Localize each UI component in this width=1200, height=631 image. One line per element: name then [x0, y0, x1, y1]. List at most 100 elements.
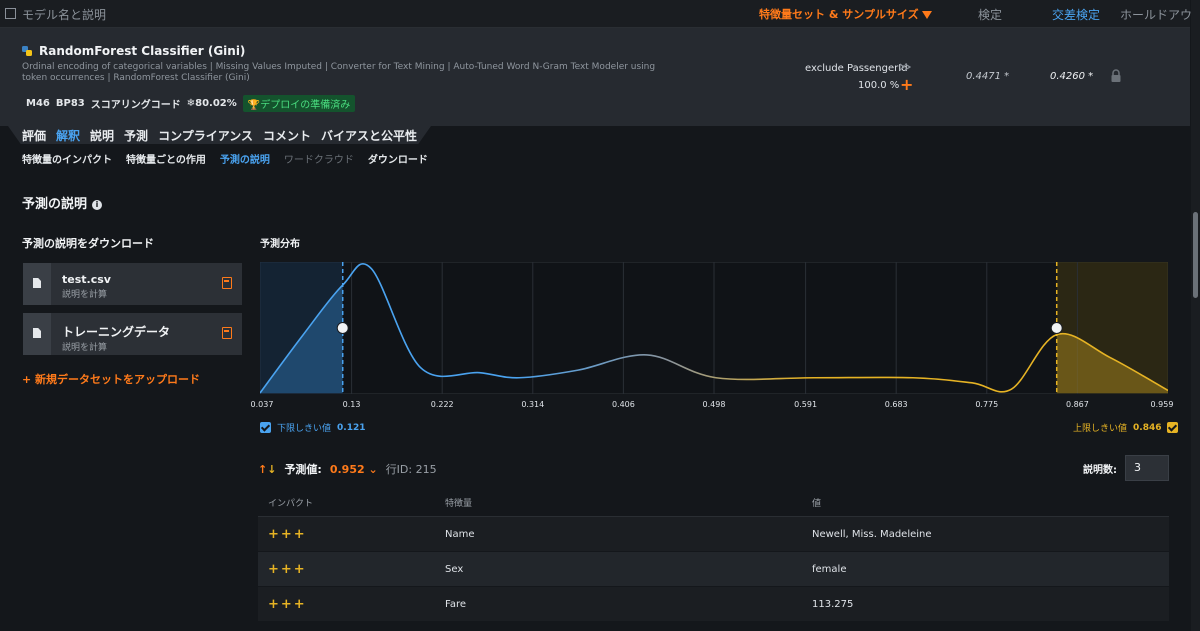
sub-tabs: 特徴量のインパクト 特徴量ごとの作用 予測の説明 ワードクラウド ダウンロード — [22, 151, 428, 166]
lock-icon[interactable] — [1110, 69, 1122, 83]
download-card-training[interactable]: トレーニングデータ 説明を計算 — [23, 313, 242, 355]
model-description: Ordinal encoding of categorical variable… — [22, 62, 656, 83]
prediction-row: ↑↓ 予測値: 0.952 ⌄ 行ID: 215 — [258, 461, 437, 477]
table-row: +++ Sex female — [258, 552, 1169, 587]
section-title: 予測の説明 i — [22, 193, 103, 212]
x-tick-label: 0.775 — [975, 400, 999, 409]
lower-threshold-handle[interactable] — [336, 322, 349, 334]
model-name[interactable]: RandomForest Classifier (Gini) — [39, 44, 246, 58]
table-row: +++ Fare 113.275 — [258, 587, 1169, 622]
upper-area — [1056, 333, 1168, 393]
sort-icon[interactable]: ↑↓ — [258, 462, 277, 476]
impact-cell: +++ — [268, 526, 307, 542]
subtab-prediction-explanations[interactable]: 予測の説明 — [219, 155, 270, 166]
feature-header: 特徴量 — [445, 498, 473, 509]
x-tick-label: 0.13 — [342, 400, 361, 409]
feature-cell: Name — [445, 528, 475, 540]
x-tick-label: 0.222 — [430, 400, 454, 409]
impact-cell: +++ — [268, 561, 307, 577]
explanation-count-input[interactable]: 3 — [1125, 455, 1169, 481]
tab-interpret[interactable]: 解釈 — [56, 128, 81, 143]
tab-describe[interactable]: 説明 — [90, 128, 115, 143]
sample-size-value: 100.0 % — [858, 80, 900, 91]
filter-icon[interactable] — [921, 11, 932, 19]
featureset-link-icon[interactable] — [899, 62, 911, 72]
tab-evaluate[interactable]: 評価 — [22, 128, 47, 143]
lower-threshold-value: 0.121 — [337, 422, 366, 433]
subtab-word-cloud: ワードクラウド — [283, 155, 354, 166]
lower-threshold: 下限しきい値 0.121 — [260, 421, 365, 434]
model-row[interactable]: RandomForest Classifier (Gini) Ordinal e… — [0, 28, 1190, 126]
subtab-download[interactable]: ダウンロード — [367, 155, 428, 166]
file-icon — [23, 263, 51, 305]
prediction-distribution-chart[interactable] — [260, 262, 1168, 394]
tab-predict[interactable]: 予測 — [124, 128, 149, 143]
upper-threshold-label: 上限しきい値 — [1073, 424, 1128, 434]
calculator-icon[interactable] — [222, 277, 232, 289]
table-row: +++ Name Newell, Miss. Madeleine — [258, 517, 1169, 552]
featureset-value: exclude PassengerId — [805, 63, 908, 74]
upper-threshold: 上限しきい値 0.846 — [1073, 421, 1179, 434]
lower-threshold-checkbox[interactable] — [260, 422, 271, 433]
x-tick-label: 0.591 — [794, 400, 818, 409]
tab-bias-fairness[interactable]: バイアスと公平性 — [321, 128, 418, 143]
upper-threshold-value: 0.846 — [1133, 422, 1162, 433]
validation-column-header[interactable]: 検定 — [978, 8, 1003, 22]
cross-validation-column-header[interactable]: 交差検定 — [1052, 8, 1101, 22]
x-tick-label: 0.683 — [884, 400, 908, 409]
file-sub: 説明を計算 — [62, 343, 108, 353]
x-tick-label: 0.867 — [1065, 400, 1089, 409]
value-cell: Newell, Miss. Madeleine — [812, 528, 932, 540]
impact-header: インパクト — [268, 498, 314, 509]
add-sample-button[interactable]: + — [900, 75, 914, 94]
upload-dataset-link[interactable]: + 新規データセットをアップロード — [22, 373, 201, 386]
prediction-value-dropdown[interactable]: 0.952 ⌄ — [329, 462, 378, 476]
python-icon — [22, 46, 32, 56]
feature-cell: Sex — [445, 563, 464, 575]
validation-score: 0.4471 * — [966, 71, 1010, 82]
prediction-label: 予測値: — [284, 463, 322, 476]
subtab-feature-effects[interactable]: 特徴量ごとの作用 — [126, 155, 206, 166]
value-header: 値 — [812, 498, 822, 509]
x-tick-label: 0.498 — [702, 400, 726, 409]
scrollbar[interactable] — [1191, 0, 1200, 631]
x-tick-label: 0.314 — [521, 400, 545, 409]
distribution-title: 予測分布 — [260, 239, 300, 250]
row-id: 行ID: 215 — [385, 463, 437, 476]
lower-threshold-label: 下限しきい値 — [277, 424, 332, 434]
cross-validation-score: 0.4260 * — [1050, 71, 1094, 82]
x-tick-label: 0.406 — [611, 400, 635, 409]
value-cell: female — [812, 563, 847, 575]
tab-comments[interactable]: コメント — [262, 128, 311, 143]
value-cell: 113.275 — [812, 598, 854, 610]
upper-threshold-checkbox[interactable] — [1167, 422, 1179, 433]
holdout-column-header[interactable]: ホールドアウト — [1120, 8, 1200, 22]
impact-cell: +++ — [268, 596, 307, 612]
scrollbar-thumb[interactable] — [1193, 212, 1198, 298]
info-icon[interactable]: i — [92, 199, 103, 210]
tab-compliance[interactable]: コンプライアンス — [158, 128, 253, 143]
file-name: トレーニングデータ — [62, 325, 171, 339]
deploy-ready-badge: 🏆デプロイの準備済み — [242, 95, 356, 112]
density-line — [260, 262, 1168, 394]
calculator-icon[interactable] — [222, 327, 232, 339]
blueprint-badge: BP83 — [55, 98, 85, 109]
model-number-badge: M46 — [26, 98, 50, 109]
sample-pct-badge: ❄80.02% — [186, 98, 237, 109]
download-card-test[interactable]: test.csv 説明を計算 — [23, 263, 242, 305]
file-icon — [23, 313, 51, 355]
model-column-header[interactable]: モデル名と説明 — [22, 8, 107, 22]
upper-threshold-handle[interactable] — [1050, 322, 1063, 334]
subtab-feature-impact[interactable]: 特徴量のインパクト — [22, 155, 112, 166]
file-name: test.csv — [62, 273, 111, 286]
explanation-table: インパクト 特徴量 値 +++ Name Newell, Miss. Madel… — [258, 488, 1169, 622]
table-header: インパクト 特徴量 値 — [258, 488, 1169, 517]
x-tick-label: 0.959 — [1150, 400, 1174, 409]
download-title: 予測の説明をダウンロード — [22, 237, 154, 250]
x-tick-label: 0.037 — [250, 400, 274, 409]
main-tabs: 評価 解釈 説明 予測 コンプライアンス コメント バイアスと公平性 — [8, 126, 432, 144]
explanation-count-label: 説明数: — [1083, 465, 1117, 476]
scoring-code-badge: スコアリングコード — [90, 100, 181, 111]
select-all-checkbox[interactable] — [5, 8, 16, 19]
featureset-column-header[interactable]: 特徴量セット & サンプルサイズ — [759, 6, 932, 22]
